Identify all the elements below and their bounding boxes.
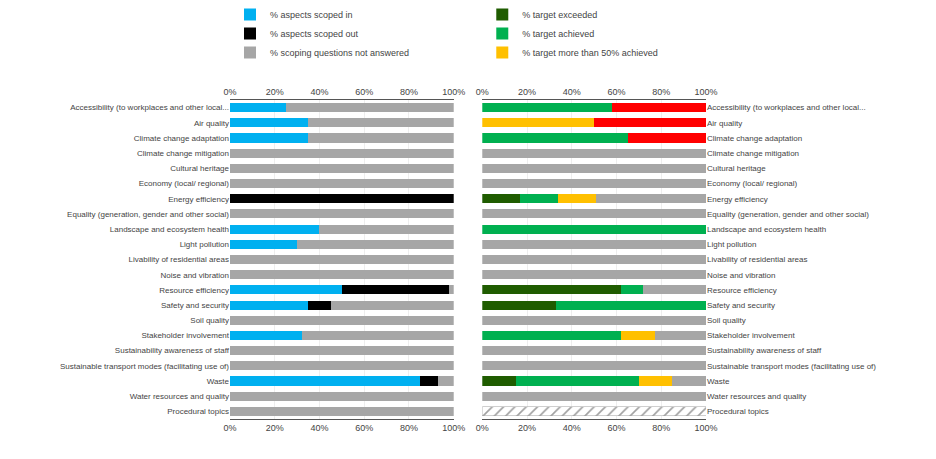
svg-text:% target exceeded: % target exceeded [522, 10, 597, 20]
svg-text:0%: 0% [476, 87, 489, 97]
svg-text:80%: 80% [652, 87, 670, 97]
svg-text:Water resources and quality: Water resources and quality [130, 392, 229, 401]
svg-text:Sustainability awareness of st: Sustainability awareness of staff [115, 346, 230, 355]
svg-text:100%: 100% [442, 87, 465, 97]
svg-text:Economy (local/ regional): Economy (local/ regional) [139, 179, 230, 188]
svg-text:% aspects scoped in: % aspects scoped in [270, 10, 353, 20]
svg-text:Energy efficiency: Energy efficiency [707, 195, 768, 204]
svg-text:100%: 100% [694, 423, 717, 433]
svg-text:Safety and security: Safety and security [161, 301, 229, 310]
svg-text:60%: 60% [608, 87, 626, 97]
svg-text:20%: 20% [518, 87, 536, 97]
svg-text:% target achieved: % target achieved [522, 29, 594, 39]
svg-text:60%: 60% [355, 423, 373, 433]
svg-text:Accessibility (to workplaces a: Accessibility (to workplaces and other l… [707, 103, 866, 112]
svg-text:Sustainable transport modes (f: Sustainable transport modes (facilitatin… [60, 362, 229, 371]
svg-text:Climate change mitigation: Climate change mitigation [137, 149, 229, 158]
svg-text:Light pollution: Light pollution [180, 240, 229, 249]
svg-text:Stakeholder involvement: Stakeholder involvement [141, 331, 229, 340]
svg-text:Accessibility (to workplaces a: Accessibility (to workplaces and other l… [70, 103, 229, 112]
svg-text:Procedural topics: Procedural topics [707, 407, 769, 416]
svg-text:Waste: Waste [707, 377, 730, 386]
svg-text:% scoping questions not answer: % scoping questions not answered [270, 48, 409, 58]
svg-text:Cultural heritage: Cultural heritage [707, 164, 766, 173]
svg-text:Economy (local/ regional): Economy (local/ regional) [707, 179, 798, 188]
svg-text:Soil quality: Soil quality [190, 316, 229, 325]
svg-text:80%: 80% [652, 423, 670, 433]
svg-text:40%: 40% [563, 87, 581, 97]
svg-text:40%: 40% [563, 423, 581, 433]
svg-text:80%: 80% [400, 87, 418, 97]
svg-text:Noise and vibration: Noise and vibration [707, 270, 775, 279]
svg-text:20%: 20% [518, 423, 536, 433]
svg-text:40%: 40% [310, 87, 328, 97]
svg-text:Landscape and ecosystem health: Landscape and ecosystem health [110, 225, 229, 234]
svg-text:60%: 60% [355, 87, 373, 97]
svg-text:Livability of residential area: Livability of residential areas [707, 255, 808, 264]
svg-text:40%: 40% [310, 423, 328, 433]
svg-text:0%: 0% [476, 423, 489, 433]
svg-text:Sustainable transport modes (f: Sustainable transport modes (facilitatin… [707, 362, 876, 371]
svg-text:100%: 100% [694, 87, 717, 97]
svg-text:80%: 80% [400, 423, 418, 433]
svg-text:Equality (generation, gender a: Equality (generation, gender and other s… [707, 210, 869, 219]
svg-text:Air quality: Air quality [194, 119, 229, 128]
svg-text:Resource efficiency: Resource efficiency [159, 286, 229, 295]
svg-text:Equality (generation, gender a: Equality (generation, gender and other s… [67, 210, 229, 219]
svg-text:Waste: Waste [207, 377, 230, 386]
svg-text:% aspects scoped out: % aspects scoped out [270, 29, 359, 39]
svg-text:Light pollution: Light pollution [707, 240, 756, 249]
svg-text:60%: 60% [608, 423, 626, 433]
svg-text:Soil quality: Soil quality [707, 316, 746, 325]
svg-text:100%: 100% [442, 423, 465, 433]
svg-text:Climate change adaptation: Climate change adaptation [134, 134, 229, 143]
svg-text:Procedural topics: Procedural topics [167, 407, 229, 416]
svg-text:0%: 0% [223, 423, 236, 433]
svg-text:0%: 0% [223, 87, 236, 97]
svg-text:Safety and security: Safety and security [707, 301, 775, 310]
svg-text:Cultural heritage: Cultural heritage [170, 164, 229, 173]
svg-text:Landscape and ecosystem health: Landscape and ecosystem health [707, 225, 826, 234]
svg-text:Noise and vibration: Noise and vibration [161, 270, 229, 279]
svg-text:20%: 20% [266, 423, 284, 433]
svg-text:20%: 20% [266, 87, 284, 97]
svg-text:Air quality: Air quality [707, 119, 742, 128]
svg-text:Energy efficiency: Energy efficiency [168, 195, 229, 204]
svg-text:Climate change mitigation: Climate change mitigation [707, 149, 799, 158]
svg-text:Sustainability awareness of st: Sustainability awareness of staff [707, 346, 822, 355]
svg-text:Stakeholder involvement: Stakeholder involvement [707, 331, 795, 340]
svg-text:Climate change adaptation: Climate change adaptation [707, 134, 802, 143]
svg-text:Resource efficiency: Resource efficiency [707, 286, 777, 295]
svg-text:Water resources and quality: Water resources and quality [707, 392, 806, 401]
svg-text:Livability of residential area: Livability of residential areas [129, 255, 230, 264]
svg-text:% target more than 50% achieve: % target more than 50% achieved [522, 48, 658, 58]
